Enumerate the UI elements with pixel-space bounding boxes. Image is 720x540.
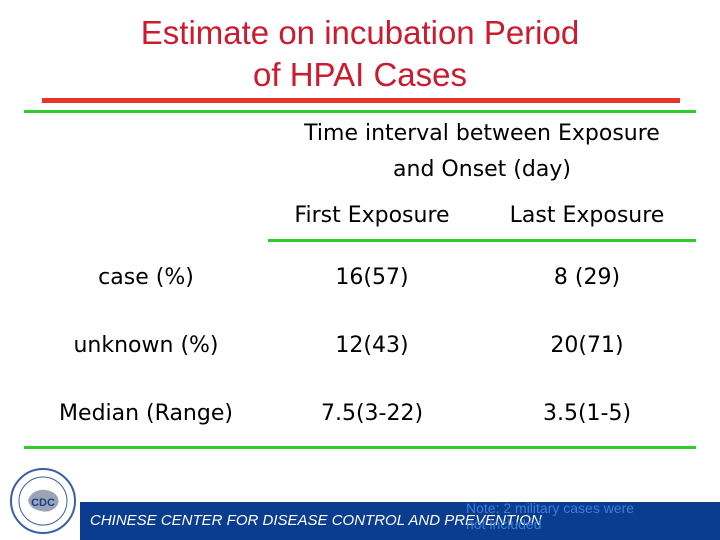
table-group-header: Time interval between Exposure and Onset… bbox=[268, 116, 696, 188]
table-header-rule bbox=[268, 239, 696, 242]
cdc-logo-icon: CDC bbox=[10, 468, 76, 534]
table-row: unknown (%) 12(43) 20(71) bbox=[24, 326, 696, 366]
row-label: case (%) bbox=[98, 265, 194, 290]
cell-last-exposure: 3.5(1-5) bbox=[542, 401, 632, 426]
group-header-line-2: and Onset (day) bbox=[393, 157, 571, 182]
footnote-line-2: not included bbox=[466, 516, 542, 532]
footer-bar bbox=[80, 502, 720, 540]
logo-text: CDC bbox=[31, 497, 55, 509]
footer-org-name: CHINESE CENTER FOR DISEASE CONTROL AND P… bbox=[90, 512, 542, 529]
table-top-rule bbox=[24, 110, 696, 113]
table-bottom-rule bbox=[24, 446, 696, 449]
footnote-line-1: Note: 2 military cases were bbox=[466, 500, 635, 516]
title-line-1: Estimate on incubation Period bbox=[140, 14, 580, 51]
title-underline-red bbox=[42, 98, 680, 103]
table-row: case (%) 16(57) 8 (29) bbox=[24, 258, 696, 298]
cell-first-exposure: 7.5(3-22) bbox=[320, 401, 424, 426]
title-line-2: of HPAI Cases bbox=[253, 56, 467, 93]
table-row: Median (Range) 7.5(3-22) 3.5(1-5) bbox=[24, 394, 696, 434]
cell-first-exposure: 12(43) bbox=[335, 333, 409, 358]
group-header-line-1: Time interval between Exposure bbox=[304, 121, 660, 146]
cell-first-exposure: 16(57) bbox=[335, 265, 409, 290]
cell-last-exposure: 20(71) bbox=[550, 333, 624, 358]
row-label: unknown (%) bbox=[73, 333, 219, 358]
footnote: Note: 2 military cases were not included bbox=[466, 500, 686, 532]
row-label: Median (Range) bbox=[59, 401, 233, 426]
column-header-last-exposure: Last Exposure bbox=[509, 203, 665, 228]
cell-last-exposure: 8 (29) bbox=[553, 265, 621, 290]
column-header-first-exposure: First Exposure bbox=[294, 203, 450, 228]
slide-title: Estimate on incubation Period of HPAI Ca… bbox=[0, 12, 720, 96]
